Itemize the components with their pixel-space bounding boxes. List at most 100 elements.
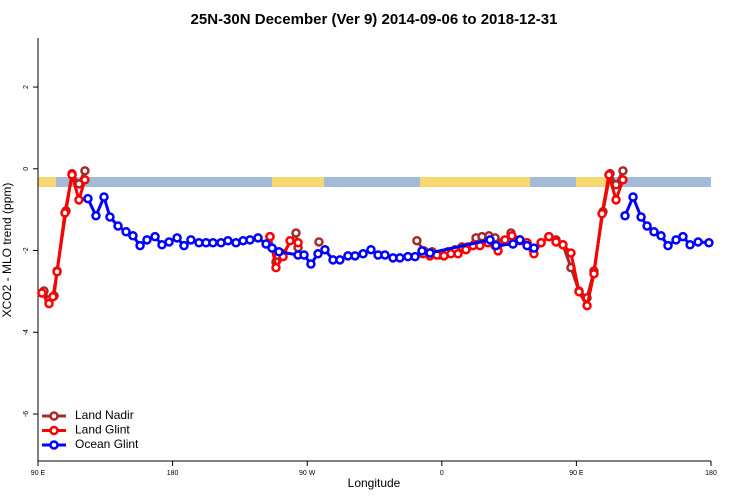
y-tick-label: 0 — [23, 167, 30, 171]
data-point — [179, 240, 189, 251]
data-point — [574, 287, 584, 297]
data-point — [172, 233, 182, 243]
data-point — [507, 231, 517, 241]
data-point — [515, 235, 525, 245]
data-point — [366, 244, 376, 255]
data-point — [267, 243, 277, 253]
data-point — [358, 249, 368, 259]
data-point — [350, 251, 360, 261]
data-point — [678, 231, 688, 242]
data-point — [582, 300, 592, 311]
data-point — [628, 192, 638, 202]
data-point — [491, 240, 501, 251]
data-point — [618, 166, 628, 176]
data-point — [80, 166, 90, 176]
land-strip — [420, 177, 530, 187]
data-point — [508, 239, 518, 249]
data-point — [618, 175, 628, 185]
data-point — [453, 249, 463, 259]
data-point — [128, 231, 138, 241]
data-point — [604, 170, 614, 180]
data-point — [74, 195, 84, 205]
data-point — [313, 249, 323, 259]
data-point — [105, 212, 115, 222]
data-point — [485, 235, 495, 245]
data-point — [410, 251, 420, 262]
data-point — [663, 240, 673, 251]
data-point — [320, 244, 330, 255]
x-tick-label: 180 — [167, 470, 179, 477]
data-point — [380, 250, 390, 260]
x-tick-label: 0 — [440, 470, 444, 477]
legend-marker — [49, 425, 59, 436]
y-tick-label: -6 — [23, 411, 30, 417]
legend-label: Land Nadir — [75, 408, 134, 422]
data-point — [164, 237, 174, 247]
data-point — [693, 237, 703, 247]
data-point — [245, 235, 255, 245]
y-tick-label: 2 — [23, 85, 30, 89]
data-point — [150, 231, 160, 242]
x-tick-label: 90 E — [31, 470, 46, 477]
data-point — [274, 246, 284, 257]
y-tick-label: -2 — [23, 247, 30, 253]
data-point — [558, 240, 568, 250]
data-point — [48, 291, 58, 302]
data-point — [121, 226, 131, 237]
land-strip — [38, 177, 56, 187]
data-point — [83, 193, 93, 204]
data-point — [285, 235, 295, 246]
legend-label: Land Glint — [75, 423, 130, 437]
data-point — [597, 208, 607, 219]
data-point — [500, 235, 510, 245]
data-point — [44, 298, 54, 309]
data-point — [52, 267, 62, 277]
data-point — [636, 212, 646, 222]
data-point — [99, 192, 109, 202]
x-tick-label: 90 E — [569, 470, 584, 477]
map-strip — [38, 177, 711, 187]
data-point — [135, 240, 145, 251]
x-axis-label: Longitude — [348, 476, 401, 490]
data-point — [314, 237, 324, 247]
data-point — [529, 243, 539, 253]
data-point — [306, 259, 316, 269]
data-point — [91, 211, 101, 221]
x-tick-label: 180 — [705, 470, 717, 477]
data-point — [611, 195, 621, 205]
data-point — [395, 253, 405, 263]
data-point — [67, 170, 77, 180]
land-strip — [272, 177, 324, 187]
data-point — [113, 221, 123, 231]
data-point — [412, 235, 422, 246]
data-point — [589, 269, 599, 279]
data-point — [425, 248, 435, 258]
data-point — [704, 238, 714, 248]
data-point — [261, 239, 271, 249]
data-point — [299, 250, 309, 260]
data-point — [685, 240, 695, 250]
data-point — [566, 248, 576, 258]
ocean-strip — [38, 177, 711, 187]
data-point — [60, 208, 70, 218]
data-point — [656, 231, 666, 241]
data-point — [335, 255, 345, 265]
data-point — [223, 235, 233, 246]
data-point — [544, 231, 554, 242]
legend-marker — [49, 440, 59, 450]
data-point — [620, 211, 630, 221]
land-strip — [576, 177, 612, 187]
y-axis-label: XCO2 - MLO trend (ppm) — [0, 183, 14, 318]
data-point — [271, 262, 281, 273]
chart-title: 25N-30N December (Ver 9) 2014-09-06 to 2… — [191, 11, 558, 28]
legend-marker — [49, 411, 59, 421]
x-tick-label: 90 W — [299, 470, 316, 477]
data-point — [186, 235, 196, 245]
data-point — [417, 246, 427, 256]
data-point — [208, 238, 218, 248]
data-point — [649, 226, 659, 237]
data-point — [253, 233, 263, 243]
data-point — [642, 221, 652, 231]
